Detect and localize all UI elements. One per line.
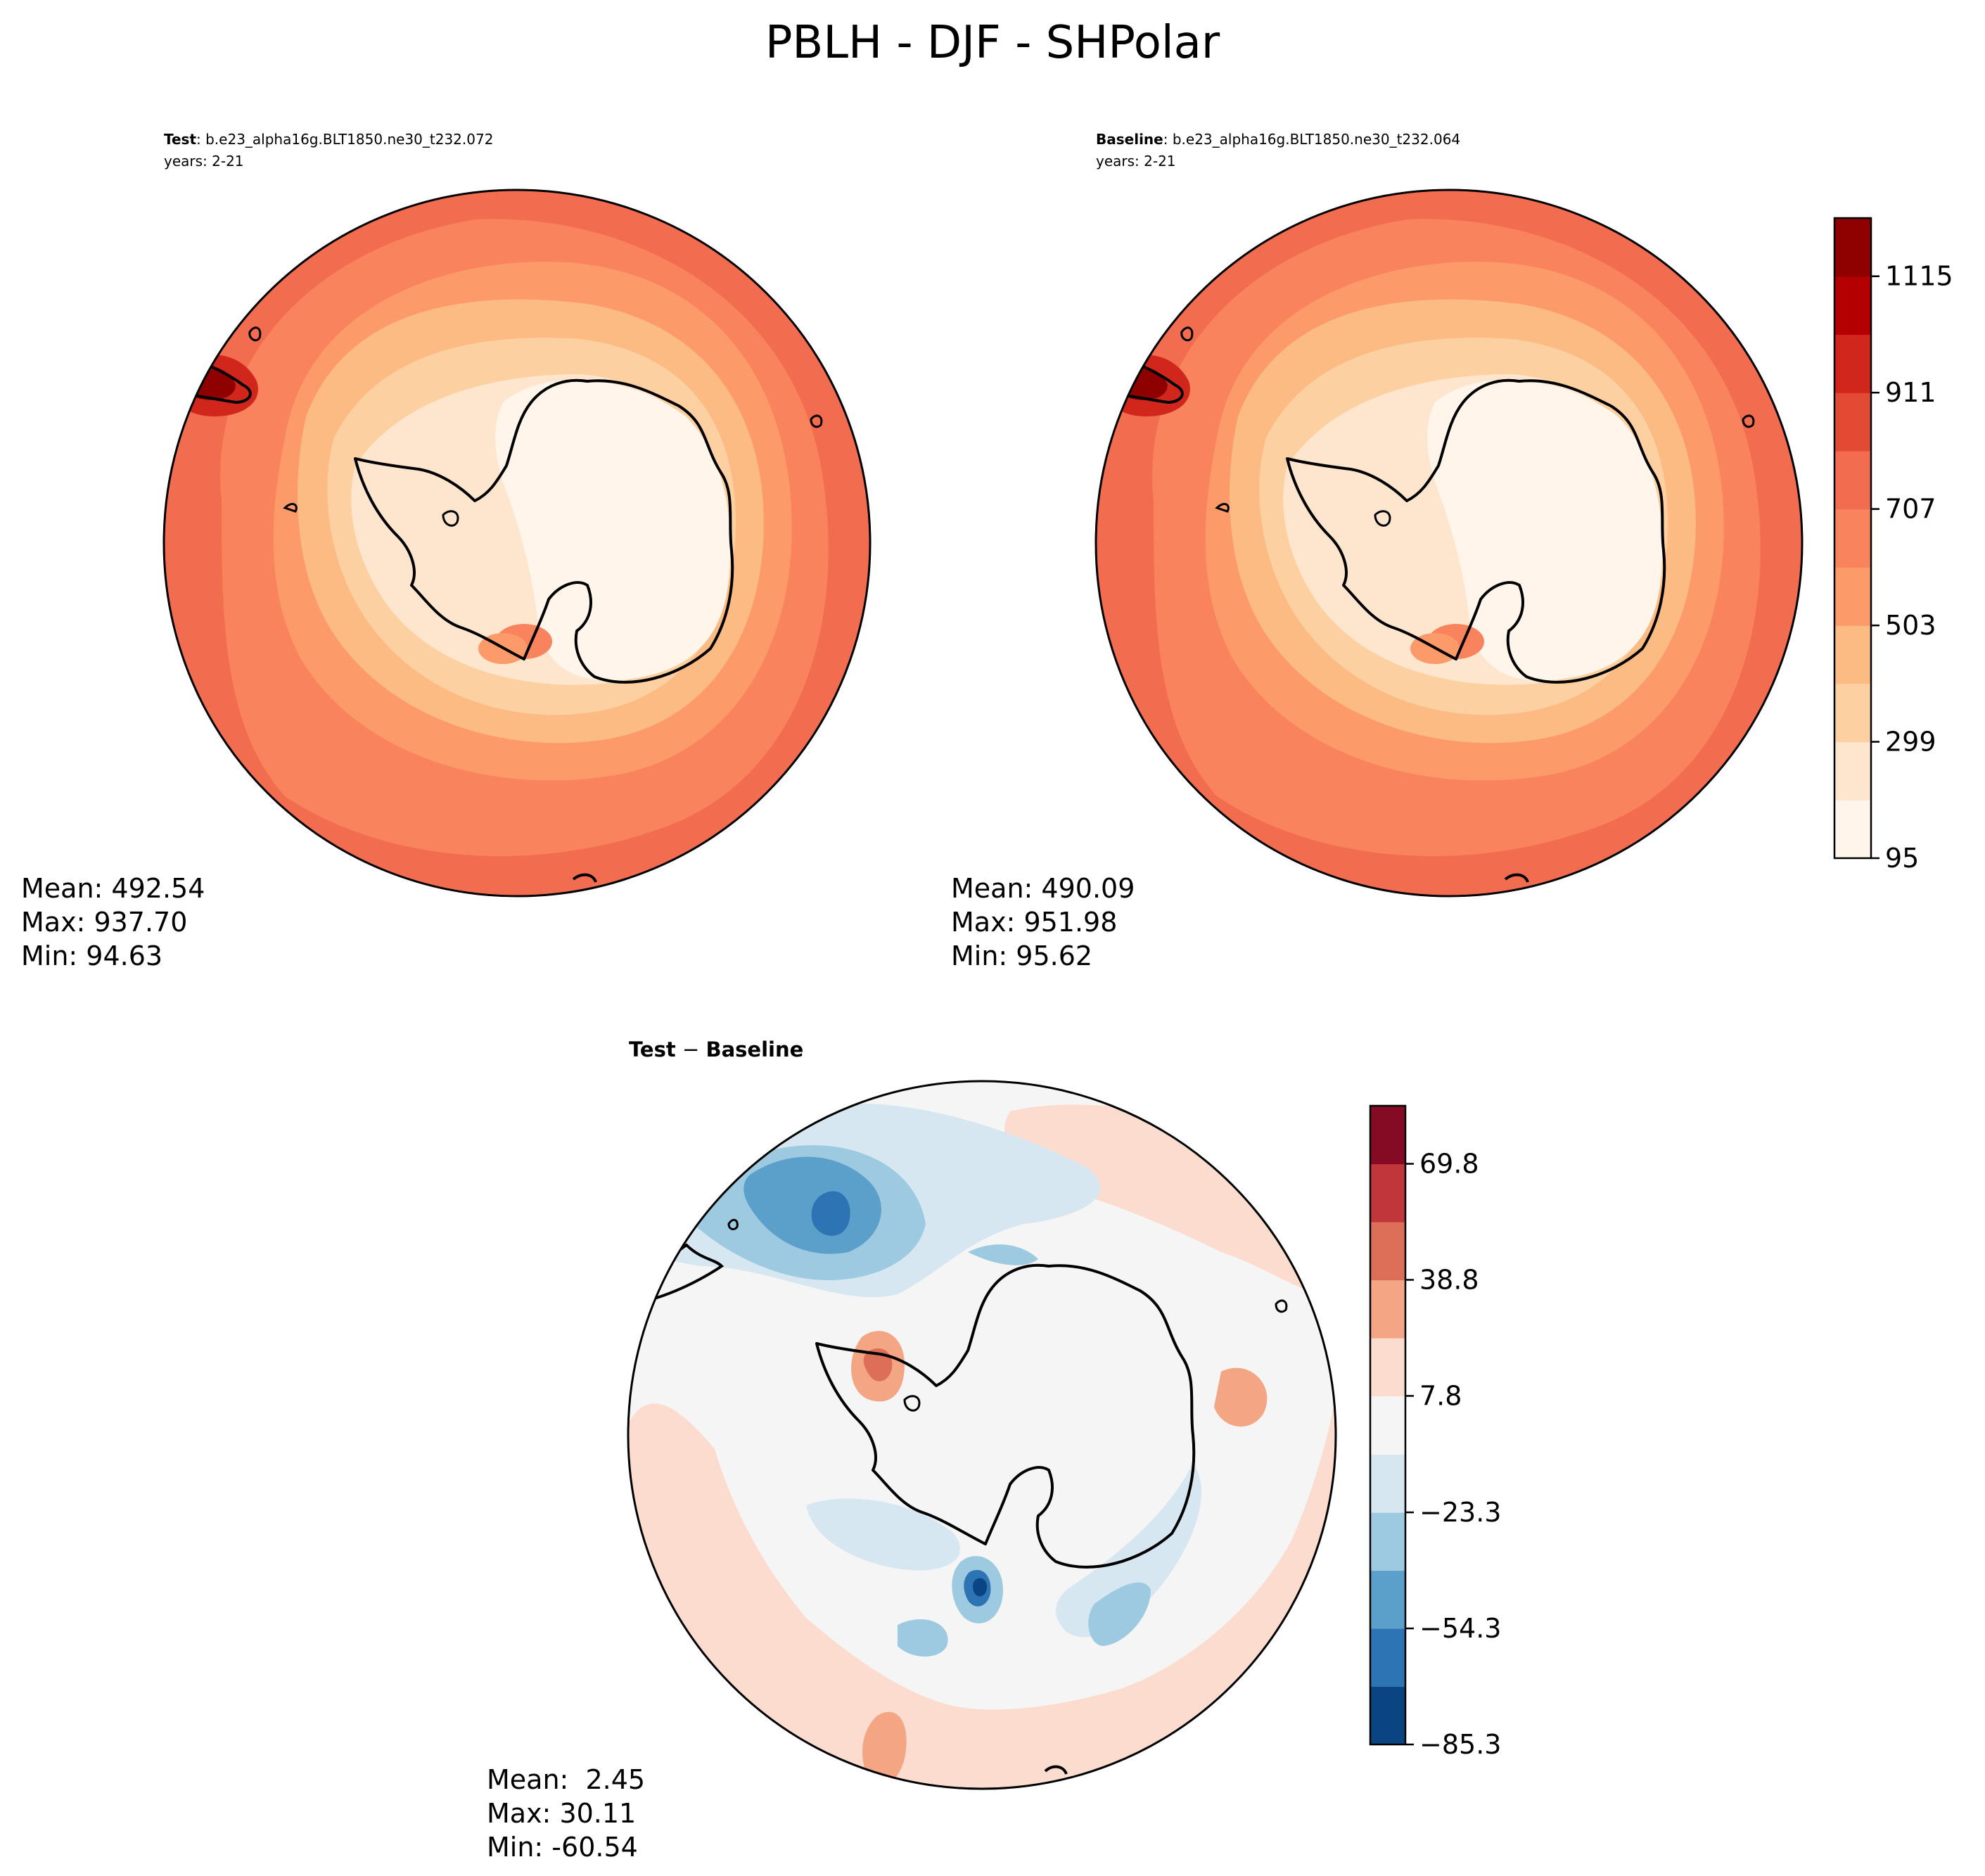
colorbar-main-tick-label: 503	[1885, 610, 1936, 641]
colorbar-main-segment	[1834, 393, 1871, 452]
baseline-years: years: 2-21	[1096, 153, 1176, 170]
baseline-case-name: : b.e23_alpha16g.BLT1850.ne30_t232.064	[1163, 131, 1460, 148]
colorbar-diff-segment	[1370, 1454, 1405, 1513]
test-label: Test	[164, 131, 196, 148]
colorbar-diff-tick-label: −23.3	[1419, 1497, 1501, 1528]
diff-panel-title: Test − Baseline	[629, 1038, 803, 1061]
diff-map-boundary	[627, 1080, 1337, 1790]
test-years: years: 2-21	[164, 153, 244, 170]
colorbar-main-frame	[1833, 217, 1872, 860]
colorbar-diff-tick-label: 38.8	[1419, 1264, 1479, 1295]
baseline-min: Min: 95.62	[951, 940, 1092, 971]
diff-min: Min: -60.54	[487, 1832, 638, 1863]
diff-mean: Mean: 2.45	[487, 1764, 645, 1795]
colorbar-diff-segment	[1370, 1337, 1405, 1397]
colorbar-diff-segment	[1370, 1106, 1405, 1165]
baseline-map-boundary	[1094, 189, 1804, 898]
baseline-panel: Baseline: b.e23_alpha16g.BLT1850.ne30_t2…	[951, 131, 1804, 971]
test-map	[164, 190, 870, 896]
test-min: Min: 94.63	[21, 940, 162, 971]
colorbar-main-segment	[1834, 567, 1871, 626]
diff-title-test: Test	[629, 1038, 676, 1061]
colorbar-main-segment	[1834, 276, 1871, 336]
baseline-label: Baseline	[1096, 131, 1163, 148]
colorbar-main-tick-label: 1115	[1885, 261, 1953, 292]
colorbar-main-segment	[1834, 741, 1871, 800]
colorbar-main-segment	[1834, 509, 1871, 568]
baseline-max: Max: 951.98	[951, 907, 1117, 938]
colorbar-diff-segment	[1370, 1280, 1405, 1339]
colorbar-diff-segment	[1370, 1686, 1405, 1745]
colorbar-main-segment	[1834, 450, 1871, 510]
test-panel-title: Test: b.e23_alpha16g.BLT1850.ne30_t232.0…	[164, 131, 493, 148]
colorbar-main-tick-label: 707	[1885, 494, 1936, 525]
test-panel: Test: b.e23_alpha16g.BLT1850.ne30_t232.0…	[21, 131, 872, 971]
colorbar-diff-tick-label: −85.3	[1419, 1729, 1501, 1760]
colorbar-main-tick-label: 911	[1885, 377, 1936, 408]
colorbar-diff-segment	[1370, 1396, 1405, 1455]
colorbar-main-segment	[1834, 683, 1871, 743]
colorbar-main-tick-label: 95	[1885, 843, 1919, 874]
test-map-boundary	[162, 189, 872, 898]
diff-panel: Test − Baseline	[487, 1038, 1337, 1863]
colorbar-main-segment	[1834, 800, 1871, 859]
colorbar-diff-tick-label: 7.8	[1419, 1380, 1462, 1411]
test-case-name: : b.e23_alpha16g.BLT1850.ne30_t232.072	[196, 131, 493, 148]
diff-map	[628, 1081, 1336, 1789]
diff-title-operator: −	[676, 1038, 706, 1061]
baseline-mean: Mean: 490.09	[951, 873, 1135, 904]
figure-title: PBLH - DJF - SHPolar	[765, 17, 1220, 69]
colorbar-diff-tick-label: 69.8	[1419, 1148, 1479, 1179]
colorbar-diff-segment	[1370, 1628, 1405, 1687]
colorbar-diff-segment	[1370, 1163, 1405, 1223]
colorbar-main-segment	[1834, 625, 1871, 684]
colorbar-diff-frame	[1369, 1104, 1407, 1746]
baseline-map	[1096, 190, 1802, 896]
baseline-panel-title: Baseline: b.e23_alpha16g.BLT1850.ne30_t2…	[1096, 131, 1460, 148]
colorbar-main-segment	[1834, 218, 1871, 277]
colorbar-diff-segment	[1370, 1512, 1405, 1571]
colorbar-diff-tick-label: −54.3	[1419, 1613, 1501, 1644]
test-mean: Mean: 492.54	[21, 873, 205, 904]
colorbar-main: 95 299 503 707 911 1115	[1833, 217, 1953, 874]
colorbar-diff-segment	[1370, 1221, 1405, 1281]
colorbar-diff-segment	[1370, 1570, 1405, 1629]
colorbar-main-segment	[1834, 334, 1871, 393]
diff-title-baseline: Baseline	[706, 1038, 803, 1061]
diff-max: Max: 30.11	[487, 1798, 636, 1829]
colorbar-diff: −85.3 −54.3 −23.3 7.8 38.8 69.8	[1369, 1104, 1501, 1760]
test-max: Max: 937.70	[21, 907, 187, 938]
colorbar-main-tick-label: 299	[1885, 727, 1936, 758]
